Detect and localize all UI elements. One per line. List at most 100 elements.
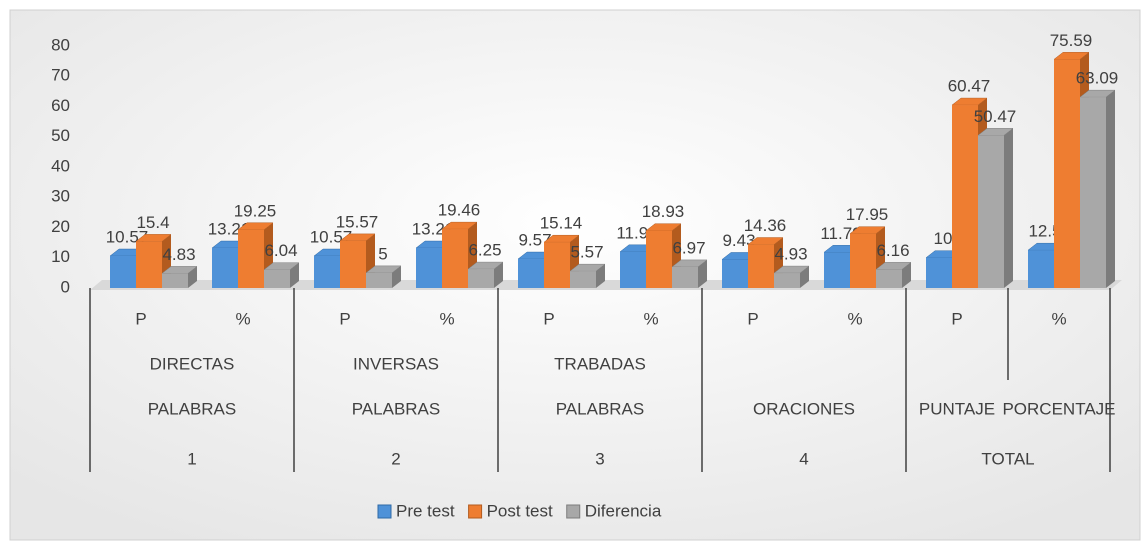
bar	[366, 272, 392, 288]
x-tick-label: %	[847, 309, 862, 328]
category-label: 2	[391, 449, 400, 468]
category-label: 4	[799, 449, 808, 468]
legend-label: Diferencia	[585, 501, 662, 520]
category-label: 1	[187, 449, 196, 468]
value-label: 60.47	[948, 77, 991, 96]
category-label: TRABADAS	[554, 354, 646, 373]
value-label: 10	[934, 229, 953, 248]
y-tick-label: 10	[51, 247, 70, 266]
value-label: 17.95	[846, 205, 889, 224]
y-tick-label: 80	[51, 35, 70, 54]
category-label: 3	[595, 449, 604, 468]
bar	[238, 229, 264, 288]
bar	[442, 229, 468, 288]
bar	[876, 269, 902, 288]
bar	[136, 241, 162, 288]
bar	[774, 273, 800, 288]
x-tick-label: P	[135, 309, 146, 328]
category-label: PALABRAS	[352, 399, 441, 418]
value-label: 15.14	[540, 214, 583, 233]
value-label: 50.47	[974, 107, 1017, 126]
bar	[264, 269, 290, 288]
y-tick-label: 0	[61, 277, 70, 296]
y-tick-label: 40	[51, 156, 70, 175]
bar	[620, 251, 646, 288]
value-label: 6.16	[876, 241, 909, 260]
bar	[722, 259, 748, 288]
x-tick-label: P	[543, 309, 554, 328]
bar-side	[290, 262, 299, 288]
value-label: 6.97	[672, 238, 705, 257]
bar	[468, 269, 494, 288]
bar	[570, 271, 596, 288]
value-label: 15.4	[136, 213, 169, 232]
value-label: 5.57	[570, 243, 603, 262]
legend-label: Pre test	[396, 501, 455, 520]
legend-label: Post test	[487, 501, 553, 520]
bar-side	[596, 264, 605, 288]
category-label: PUNTAJE	[919, 399, 995, 418]
value-label: 12.5	[1028, 222, 1061, 241]
value-label: 14.36	[744, 216, 787, 235]
value-label: 18.93	[642, 202, 685, 221]
x-tick-label: P	[747, 309, 758, 328]
y-tick-label: 20	[51, 217, 70, 236]
y-tick-label: 50	[51, 126, 70, 145]
category-label: PALABRAS	[556, 399, 645, 418]
bar	[1080, 97, 1106, 289]
x-tick-label: %	[439, 309, 454, 328]
value-label: 6.04	[264, 241, 297, 260]
value-label: 9.43	[722, 231, 755, 250]
category-label: ORACIONES	[753, 399, 855, 418]
bar-side	[1106, 90, 1115, 289]
bar	[926, 257, 952, 288]
bar	[1054, 59, 1080, 289]
bar	[824, 252, 850, 288]
bar	[314, 256, 340, 288]
bar	[162, 273, 188, 288]
category-label: DIRECTAS	[150, 354, 235, 373]
x-tick-label: P	[951, 309, 962, 328]
value-label: 5	[378, 244, 387, 263]
category-label: TOTAL	[981, 449, 1034, 468]
bar	[1028, 250, 1054, 288]
bar	[544, 242, 570, 288]
value-label: 19.46	[438, 201, 481, 220]
legend-swatch	[468, 504, 483, 519]
y-tick-label: 30	[51, 187, 70, 206]
x-tick-label: %	[1051, 309, 1066, 328]
x-tick-label: P	[339, 309, 350, 328]
bar-side	[902, 262, 911, 288]
category-label: PORCENTAJE	[1002, 399, 1115, 418]
bar	[212, 248, 238, 288]
bar	[340, 240, 366, 288]
y-tick-label: 60	[51, 96, 70, 115]
value-label: 15.57	[336, 212, 379, 231]
x-tick-label: %	[235, 309, 250, 328]
value-label: 4.83	[162, 245, 195, 264]
value-label: 9.57	[518, 231, 551, 250]
bar	[850, 233, 876, 288]
value-label: 6.25	[468, 241, 501, 260]
bar-side	[1004, 128, 1013, 288]
category-label: PALABRAS	[148, 399, 237, 418]
bar	[518, 259, 544, 288]
bar	[646, 230, 672, 288]
legend-swatch	[377, 504, 392, 519]
bar-side	[698, 259, 707, 288]
x-tick-label: %	[643, 309, 658, 328]
category-label: INVERSAS	[353, 354, 439, 373]
bar	[978, 135, 1004, 288]
bar	[416, 248, 442, 288]
y-tick-label: 70	[51, 66, 70, 85]
bar	[110, 256, 136, 288]
bar	[748, 244, 774, 288]
bar	[672, 266, 698, 288]
bar	[952, 105, 978, 288]
value-label: 4.93	[774, 245, 807, 264]
value-label: 63.09	[1076, 69, 1119, 88]
value-label: 75.59	[1050, 31, 1093, 50]
value-label: 19.25	[234, 201, 277, 220]
legend-swatch	[566, 504, 581, 519]
